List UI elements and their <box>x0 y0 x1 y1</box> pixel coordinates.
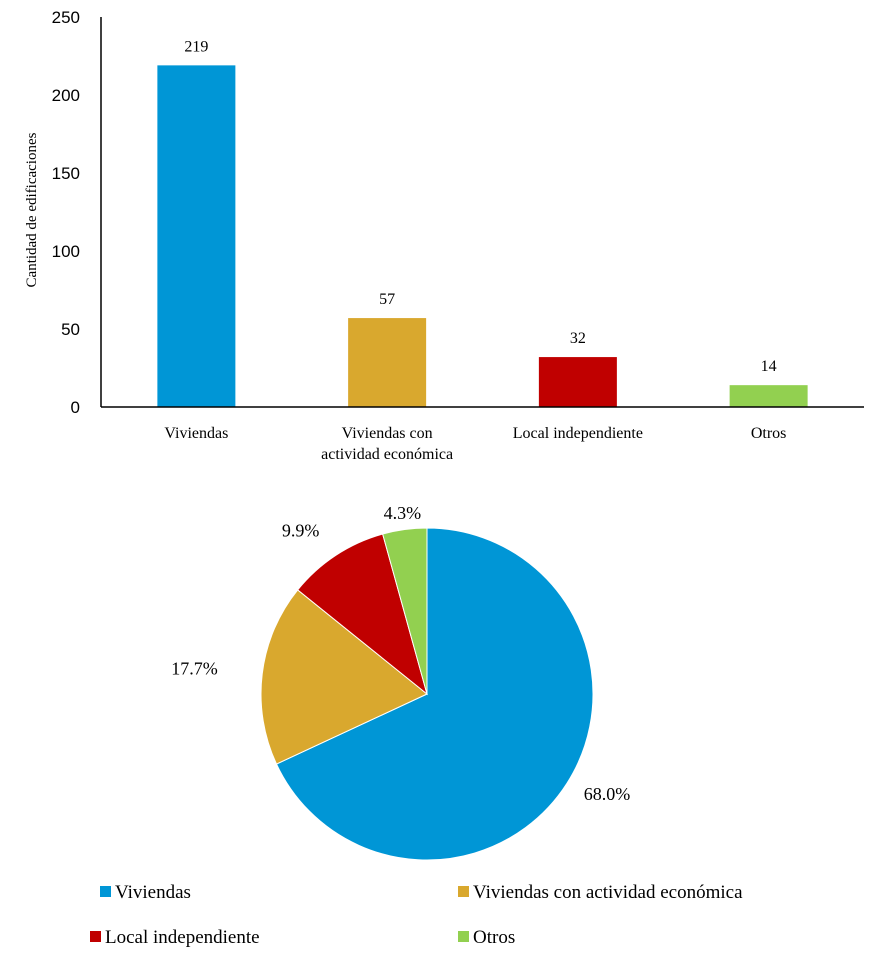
pie-slice <box>382 527 428 695</box>
pie-legend: Viviendas Viviendas con actividad económi… <box>90 882 743 948</box>
pie-data-label: 4.3% <box>384 503 422 523</box>
bar-y-ticks: 0 50 100 150 200 250 <box>52 8 80 417</box>
bar <box>538 357 617 407</box>
bar-y-axis-label: Cantidad de edificaciones <box>24 132 40 287</box>
pie-data-labels: 68.0% 17.7% 9.9% 4.3% <box>171 503 630 804</box>
legend-swatch <box>458 886 469 897</box>
pie-data-label: 68.0% <box>584 784 631 804</box>
bar-y-tick-label: 200 <box>52 86 80 105</box>
legend-label: Otros <box>473 927 515 948</box>
bar-chart: Cantidad de edificaciones 0 50 100 150 200 25… <box>24 8 864 463</box>
pie-slices <box>260 527 594 861</box>
bar-x-tick-label: Otros <box>751 425 787 442</box>
bar <box>729 385 808 407</box>
pie-chart: 68.0% 17.7% 9.9% 4.3% Viviendas Viviendas co… <box>90 503 743 948</box>
bar <box>348 318 427 407</box>
legend-label: Viviendas con actividad económica <box>473 882 743 903</box>
bar-x-tick-label: Local independiente <box>513 425 643 442</box>
legend-label: Viviendas <box>115 882 191 903</box>
bar-y-tick-label: 150 <box>52 164 80 183</box>
bar-x-tick-label: actividad económica <box>321 446 453 463</box>
bar <box>157 65 236 408</box>
pie-slice <box>296 533 428 696</box>
bar-y-tick-label: 250 <box>52 8 80 27</box>
bar-bars <box>157 65 808 408</box>
bar-x-tick-labels: Viviendas Viviendas con actividad económic… <box>164 425 786 463</box>
bar-y-tick-label: 100 <box>52 242 80 261</box>
pie-data-label: 17.7% <box>171 659 218 679</box>
bar-x-tick-label: Viviendas con <box>342 425 433 442</box>
bar-data-label: 57 <box>379 291 395 308</box>
bar-y-tick-label: 0 <box>71 398 80 417</box>
pie-data-label: 9.9% <box>282 520 320 540</box>
legend-swatch <box>90 931 101 942</box>
bar-data-labels: 219 57 32 14 <box>184 38 776 375</box>
bar-data-label: 32 <box>570 330 586 347</box>
bar-x-tick-label: Viviendas <box>164 425 228 442</box>
legend-swatch <box>100 886 111 897</box>
bar-y-tick-label: 50 <box>61 320 80 339</box>
pie-slice <box>260 589 428 765</box>
legend-label: Local independiente <box>105 927 260 948</box>
legend-swatch <box>458 931 469 942</box>
bar-data-label: 219 <box>184 38 208 55</box>
pie-slice <box>275 527 594 861</box>
bar-data-label: 14 <box>761 358 777 375</box>
